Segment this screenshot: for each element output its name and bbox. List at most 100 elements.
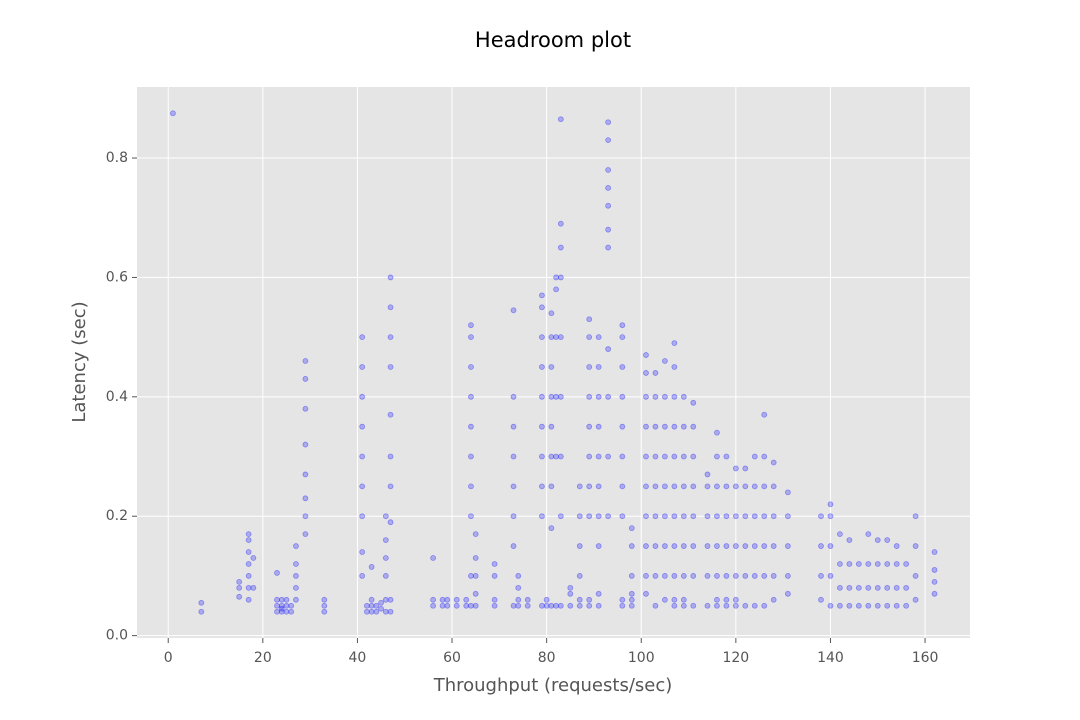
point [382, 608, 389, 615]
point [704, 602, 711, 609]
point [827, 573, 834, 579]
x-tick-label: 120 [722, 650, 749, 666]
point [595, 334, 602, 341]
point [704, 543, 711, 549]
point [586, 423, 593, 430]
point [680, 483, 687, 490]
point [557, 244, 564, 251]
point [605, 119, 612, 126]
point [491, 561, 498, 567]
y-tick-label: 0.8 [106, 150, 128, 166]
point [387, 304, 394, 311]
point [250, 555, 257, 561]
point [363, 602, 370, 609]
point [245, 549, 252, 555]
point [363, 608, 370, 615]
point [510, 483, 517, 490]
point [855, 584, 862, 591]
point [586, 483, 593, 490]
point [548, 364, 555, 370]
point [643, 513, 649, 520]
point [595, 393, 602, 400]
point [661, 483, 668, 490]
point [714, 543, 720, 549]
point [671, 340, 678, 346]
point [368, 596, 375, 603]
point [893, 602, 900, 609]
x-tick-label: 160 [912, 650, 939, 666]
point [468, 602, 474, 609]
point [784, 489, 791, 496]
point [557, 513, 564, 520]
point [510, 307, 517, 314]
point [368, 608, 375, 615]
point [671, 543, 678, 549]
point [468, 364, 474, 370]
point [751, 483, 758, 490]
point [704, 513, 711, 520]
point [652, 543, 659, 549]
point [539, 453, 545, 460]
x-tick-label: 60 [443, 650, 461, 666]
point [586, 316, 593, 323]
point [912, 596, 919, 603]
point [690, 399, 697, 406]
point [548, 310, 555, 317]
point [751, 543, 758, 549]
point [761, 453, 768, 460]
point [680, 393, 687, 400]
point [680, 543, 687, 549]
point [643, 423, 649, 430]
point [680, 573, 687, 579]
point [468, 573, 474, 579]
point [548, 483, 555, 490]
point [553, 453, 560, 460]
point [884, 584, 891, 591]
point [236, 578, 243, 585]
point [472, 555, 479, 561]
chart-title: Headroom plot [475, 28, 631, 52]
point [548, 453, 555, 460]
point [903, 561, 910, 567]
point [628, 596, 635, 603]
point [557, 393, 564, 400]
point [515, 596, 522, 603]
point [539, 483, 545, 490]
point [321, 608, 328, 615]
point [515, 584, 522, 591]
point [628, 525, 635, 532]
point [444, 596, 451, 603]
point [671, 573, 678, 579]
point [761, 602, 768, 609]
point [245, 573, 252, 579]
point [605, 137, 612, 144]
point [723, 513, 730, 520]
point [250, 584, 257, 591]
point [283, 608, 290, 615]
point [714, 573, 720, 579]
point [595, 513, 602, 520]
point [884, 537, 891, 543]
point [557, 602, 564, 609]
point [293, 584, 299, 591]
point [293, 573, 299, 579]
point [274, 602, 280, 609]
point [846, 537, 853, 543]
point [278, 608, 285, 615]
point [359, 549, 366, 555]
point [931, 549, 938, 555]
point [321, 596, 328, 603]
point [652, 513, 659, 520]
point [714, 483, 720, 490]
point [770, 513, 777, 520]
point [770, 459, 777, 466]
point [837, 584, 843, 591]
point [628, 573, 635, 579]
x-tick-label: 40 [349, 650, 367, 666]
point [671, 602, 678, 609]
point [321, 602, 328, 609]
point [543, 596, 550, 603]
point [846, 561, 853, 567]
y-tick-label: 0.6 [106, 269, 128, 285]
